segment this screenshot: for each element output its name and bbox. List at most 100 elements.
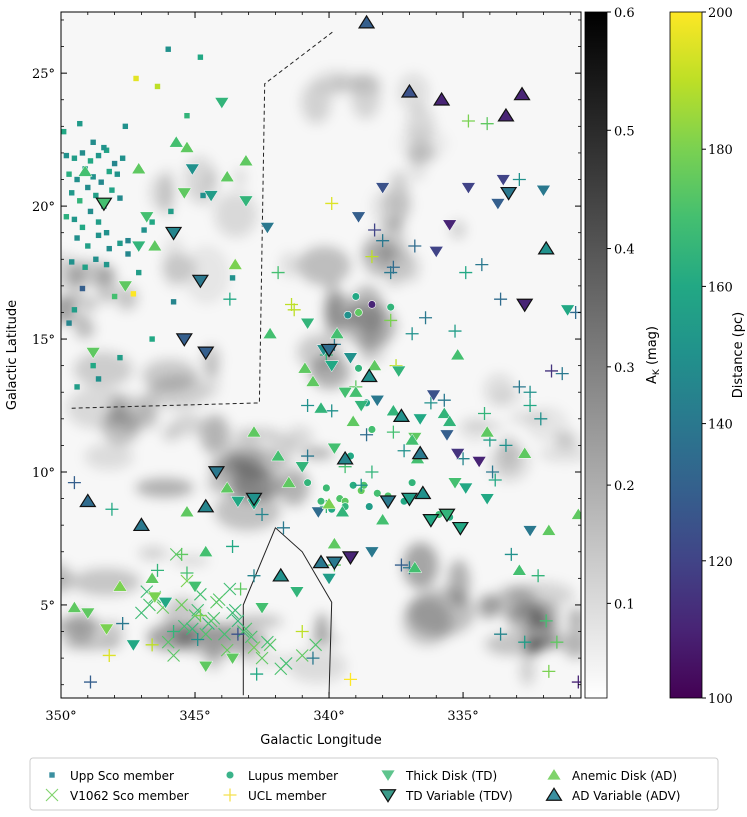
data-point [63,214,70,220]
data-point [539,614,553,628]
dust-clump [367,317,387,364]
data-point [246,425,262,438]
upper-sco-boundary [71,30,335,409]
y-tick-label: 25° [32,67,55,82]
data-point [66,320,72,326]
data-point [375,182,391,195]
data-point [471,456,487,469]
data-point [303,478,312,487]
data-point [424,396,438,410]
dust-clump [387,170,410,225]
y-axis-title: Galactic Latitude [5,300,20,410]
data-point [336,450,354,465]
data-point [112,579,128,592]
dust-clump [73,351,133,388]
data-point [106,245,112,252]
data-point [437,393,451,407]
data-point [495,174,511,187]
data-point [270,449,286,462]
data-point [133,75,139,82]
data-point [364,546,380,559]
data-point [571,675,581,689]
data-point [74,235,80,241]
data-point [131,162,147,175]
data-point [131,240,147,253]
series-td-variable-tdv [95,186,534,571]
data-point [570,507,581,520]
data-point [459,266,473,280]
distance-tick-label: 160 [708,280,733,295]
legend-label: V1062 Sco member [70,789,189,803]
data-point [79,150,86,156]
distance-colorbar-ticks: 100 120 140 160 180 200 [702,6,733,707]
data-point [244,630,258,644]
dust-clump [509,412,548,424]
data-point [177,619,191,633]
data-point [341,551,360,565]
series-ucl-member [67,114,581,689]
legend-label: Lupus member [248,769,338,783]
data-point [170,299,177,305]
data-point [447,477,463,490]
series-v1062-sco-member [135,548,323,676]
dust-clump [138,546,168,560]
data-point [438,508,456,523]
distance-tick-label: 120 [708,555,733,570]
dust-clump [135,478,194,498]
dust-clump [371,190,393,223]
legend-marker [225,770,235,780]
data-point [450,348,466,361]
data-point [132,517,150,532]
data-point [512,380,526,394]
data-point [95,219,102,225]
data-point [368,223,382,237]
dust-clump [74,319,95,340]
data-point [442,219,458,232]
data-point [254,602,270,615]
y-tick-label: 20° [32,200,55,215]
x-tick-label: 340° [313,709,344,724]
dust-clump [491,389,526,406]
data-point [109,187,115,193]
data-point [326,442,342,455]
dust-clump [61,572,74,595]
data-point [305,374,321,387]
data-point [541,523,557,536]
data-point [83,675,97,689]
legend-label: UCL member [248,789,326,803]
data-point [150,563,164,577]
data-point [460,182,476,195]
data-point [117,354,123,361]
x-tick-label: 350° [45,709,76,724]
data-point [167,649,180,662]
dust-clump [568,607,581,630]
extinction-tick-label: 0.3 [614,361,635,376]
data-point [400,83,419,98]
data-point [343,352,358,365]
legend-label: Anemic Disk (AD) [572,769,677,783]
data-point [175,547,189,561]
data-point [225,652,240,665]
data-point [136,269,142,276]
data-point [516,298,534,313]
data-point [87,208,94,215]
dust-clump [214,491,281,531]
data-point [422,514,440,528]
data-point [122,123,129,130]
data-point [167,625,181,639]
data-point [494,627,508,641]
data-point [184,163,200,176]
dust-clump [554,431,578,449]
data-point [236,625,250,638]
legend-marker [545,787,563,801]
dust-clump [400,252,420,283]
data-point [360,428,374,442]
distance-tick-label: 100 [708,692,733,707]
data-point [223,292,237,306]
data-point [450,448,466,461]
dust-clump [183,245,230,304]
dust-clump [402,542,439,589]
data-point [458,482,474,495]
data-point [199,627,213,641]
data-point [531,569,545,583]
